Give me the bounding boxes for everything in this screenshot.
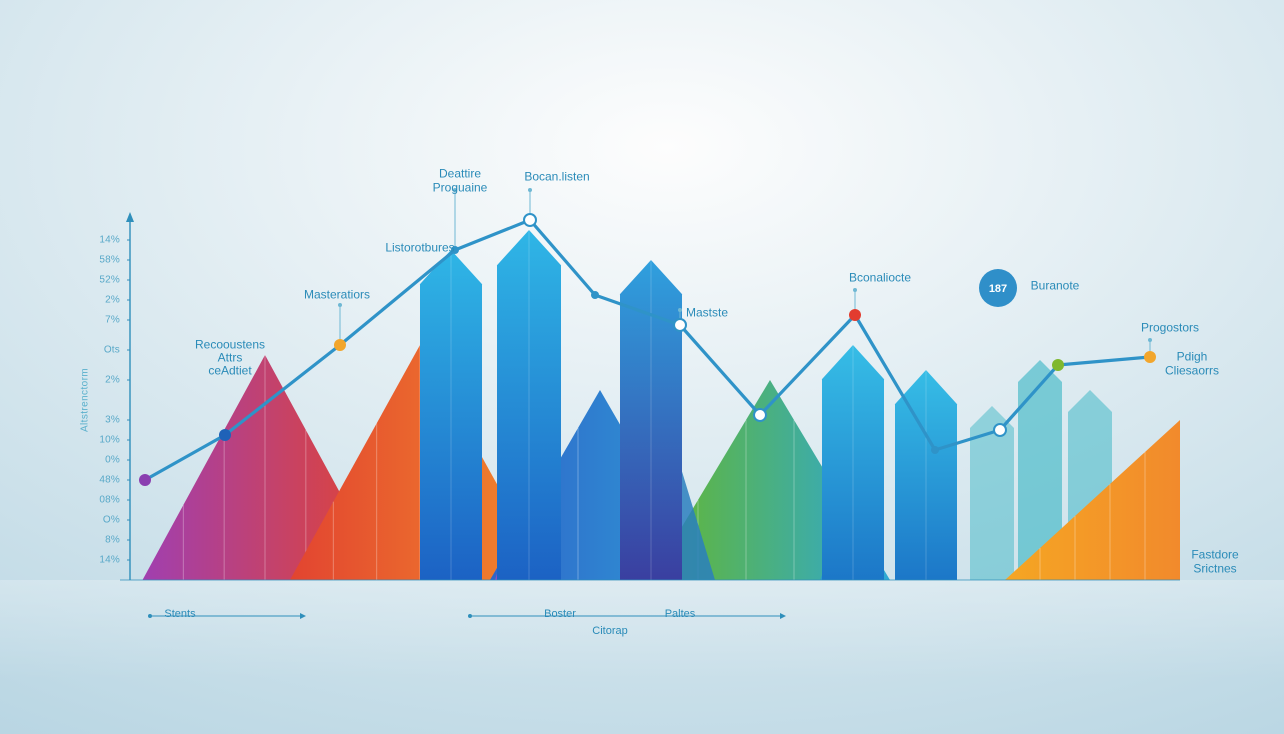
chart-svg: 187 xyxy=(0,0,1284,734)
chart-stage: 187 14%8%O%08%48%0%10%3%2%Ots7%2%52%58%1… xyxy=(0,0,1284,734)
badge-value: 187 xyxy=(989,283,1007,295)
y-axis-title: Altstrenctorm xyxy=(80,368,91,432)
